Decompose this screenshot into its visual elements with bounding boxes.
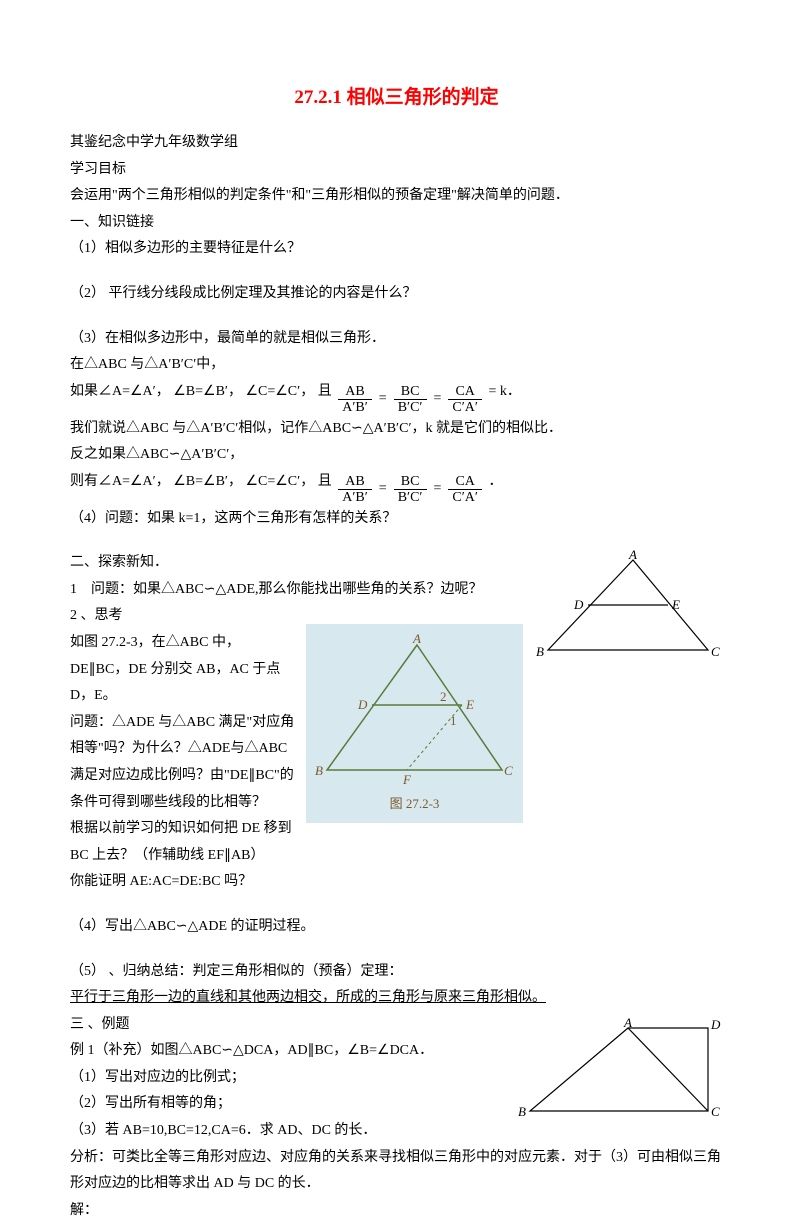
figure-2: A B C D E F 12 图 27.2-3	[306, 624, 523, 823]
svg-text:F: F	[402, 772, 412, 787]
figure-1: A B C D E	[533, 550, 723, 665]
goal-heading: 学习目标	[70, 157, 723, 184]
svg-text:E: E	[671, 597, 680, 612]
school-line: 其鉴纪念中学九年级数学组	[70, 130, 723, 157]
figure-3: A D B C	[518, 1016, 723, 1126]
svg-text:D: D	[710, 1017, 721, 1032]
example-l6: 解：	[70, 1198, 723, 1224]
triangle-ade-icon: A B C D E	[533, 550, 723, 665]
triangle-def-icon: A B C D E F 12	[312, 630, 517, 790]
s3-l2: 在△ABC 与△A′B′C′中，	[70, 352, 723, 379]
svg-text:D: D	[357, 697, 368, 712]
s3-l3-suffix: = k．	[488, 384, 520, 399]
s5-l1: （5） 、归纳总结：判定三角形相似的（预备）定理：	[70, 959, 723, 986]
svg-text:B: B	[315, 763, 323, 778]
svg-text:D: D	[573, 597, 584, 612]
s5-l2: 平行于三角形一边的直线和其他两边相交，所成的三角形与原来三角形相似。	[70, 985, 723, 1012]
s3-l6-suffix: ．	[488, 474, 502, 489]
s3-l3-prefix: 如果∠A=∠A′， ∠B=∠B′， ∠C=∠C′， 且	[70, 384, 332, 399]
figure-2-caption: 图 27.2-3	[312, 792, 517, 817]
ratio-equation-1: ABA′B′= BCB′C′= CAC′A′	[335, 384, 485, 416]
svg-text:A: A	[623, 1016, 632, 1030]
s3-l7: （4）问题：如果 k=1，这两个三角形有怎样的关系？	[70, 506, 723, 533]
s3-l3: 如果∠A=∠A′， ∠B=∠B′， ∠C=∠C′， 且 ABA′B′= BCB′…	[70, 379, 723, 416]
s3-l1: （3）在相似多边形中，最简单的就是相似三角形．	[70, 326, 723, 353]
section-1-heading: 一、知识链接	[70, 210, 723, 237]
goal-text: 会运用"两个三角形相似的判定条件"和"三角形相似的预备定理"解决简单的问题．	[70, 183, 723, 210]
svg-text:B: B	[518, 1104, 526, 1119]
q1: （1）相似多边形的主要特征是什么？	[70, 236, 723, 263]
svg-text:C: C	[711, 644, 720, 659]
s4: （4）写出△ABC∽△ADE 的证明过程。	[70, 914, 723, 941]
svg-text:A: A	[628, 550, 637, 562]
explore-l5: 根据以前学习的知识如何把 DE 移到 BC 上去？（作辅助线 EF∥AB）	[70, 816, 723, 869]
s3-l6: 则有∠A=∠A′， ∠B=∠B′， ∠C=∠C′， 且 ABA′B′= BCB′…	[70, 469, 723, 506]
example-l5: 分析：可类比全等三角形对应边、对应角的关系来寻找相似三角形中的对应元素．对于（3…	[70, 1145, 723, 1198]
s3-l4: 我们就说△ABC 与△A′B′C′相似，记作△ABC∽△A′B′C′，k 就是它…	[70, 416, 723, 443]
s3-l5: 反之如果△ABC∽△A′B′C′，	[70, 442, 723, 469]
svg-text:2: 2	[440, 689, 447, 704]
s3-l6-prefix: 则有∠A=∠A′， ∠B=∠B′， ∠C=∠C′， 且	[70, 474, 332, 489]
svg-text:E: E	[465, 697, 474, 712]
svg-text:1: 1	[450, 713, 457, 728]
ratio-equation-2: ABA′B′= BCB′C′= CAC′A′	[335, 474, 485, 506]
svg-text:A: A	[412, 631, 421, 646]
svg-text:B: B	[536, 644, 544, 659]
trapezoid-abcd-icon: A D B C	[518, 1016, 723, 1126]
q2: （2） 平行线分线段成比例定理及其推论的内容是什么？	[70, 281, 723, 308]
svg-text:C: C	[504, 763, 513, 778]
explore-l6: 你能证明 AE:AC=DE:BC 吗？	[70, 869, 723, 896]
svg-text:C: C	[711, 1104, 720, 1119]
page-title: 27.2.1 相似三角形的判定	[70, 80, 723, 116]
